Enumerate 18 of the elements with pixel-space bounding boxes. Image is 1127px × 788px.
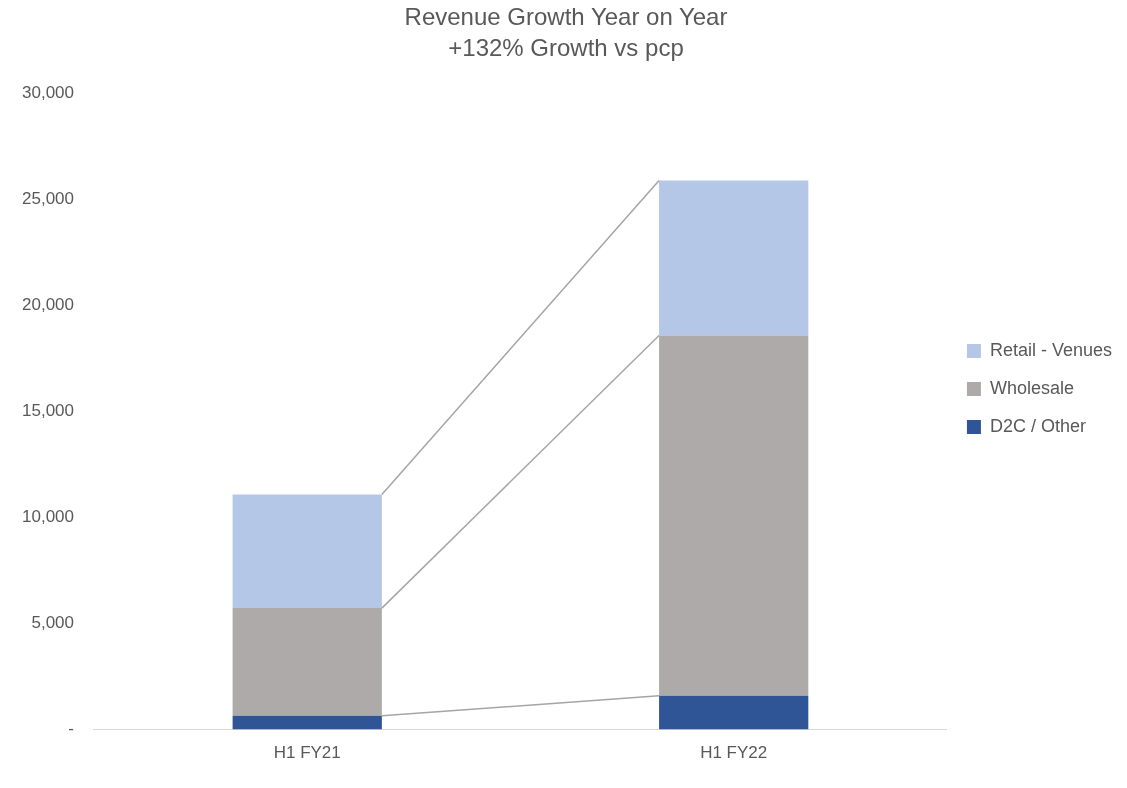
bar <box>232 494 382 609</box>
bar <box>232 715 382 730</box>
y-tick-label: 20,000 <box>22 295 74 315</box>
chart-subtitle: +132% Growth vs pcp <box>448 33 684 61</box>
y-tick-label: 25,000 <box>22 189 74 209</box>
x-tick-label: H1 FY21 <box>273 743 341 763</box>
bar <box>659 180 809 336</box>
legend-label: D2C / Other <box>989 415 1086 436</box>
y-tick-label: 10,000 <box>22 507 74 527</box>
bar <box>659 695 809 730</box>
y-tick-label: 30,000 <box>22 83 74 103</box>
y-tick-label: - <box>68 719 74 739</box>
legend-label: Wholesale <box>989 377 1074 398</box>
chart-title: Revenue Growth Year on Year <box>404 3 728 31</box>
legend-label: Retail - Venues <box>989 339 1113 360</box>
y-tick-label: 15,000 <box>22 401 74 421</box>
x-tick-label: H1 FY22 <box>700 743 768 763</box>
y-tick-label: 5,000 <box>31 613 74 633</box>
